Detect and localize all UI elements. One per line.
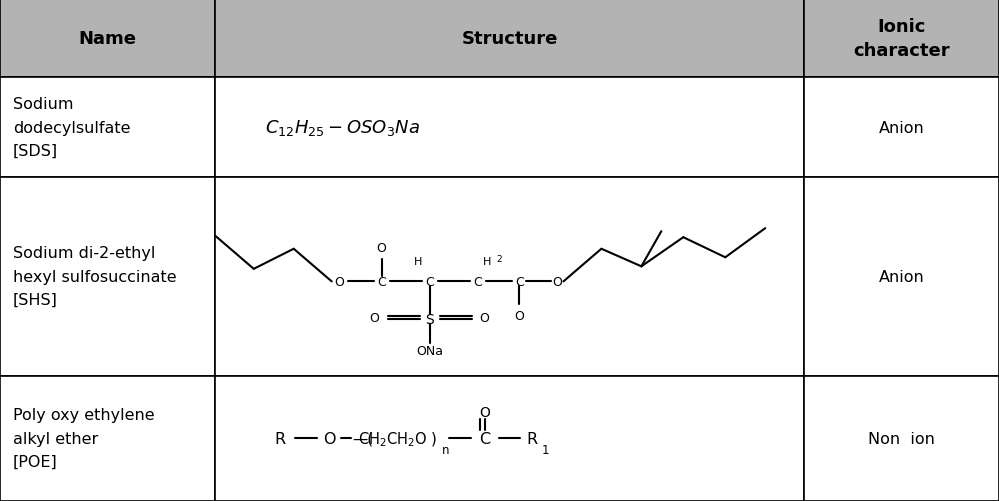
Bar (215, 376, 804, 501)
Bar (0, 0, 215, 78)
Bar (215, 78, 804, 178)
Text: O: O (377, 242, 387, 255)
Text: 2: 2 (497, 255, 502, 263)
Text: Sodium
dodecylsulfate
[SDS]: Sodium dodecylsulfate [SDS] (13, 97, 131, 159)
Text: 1: 1 (541, 443, 549, 456)
Text: Anion: Anion (879, 120, 924, 135)
Text: Structure: Structure (462, 30, 557, 48)
Text: O: O (552, 276, 562, 288)
Bar (0, 78, 215, 178)
Text: C: C (378, 276, 386, 288)
Bar (215, 178, 804, 376)
Text: Sodium di-2-ethyl
hexyl sulfosuccinate
[SHS]: Sodium di-2-ethyl hexyl sulfosuccinate [… (13, 246, 177, 308)
Text: $\mathit{C}_{12}\mathit{H}_{25}-\mathit{OSO}_{3}\mathit{Na}$: $\mathit{C}_{12}\mathit{H}_{25}-\mathit{… (265, 118, 420, 138)
Text: O: O (335, 276, 345, 288)
Bar (0, 178, 215, 376)
Text: Poly oxy ethylene
alkyl ether
[POE]: Poly oxy ethylene alkyl ether [POE] (13, 407, 155, 469)
Text: —(: —( (353, 431, 374, 446)
Text: C: C (426, 276, 434, 288)
Text: O: O (480, 405, 490, 419)
Text: CH$_2$CH$_2$O: CH$_2$CH$_2$O (358, 429, 428, 448)
Text: S: S (426, 313, 434, 326)
Text: O: O (514, 309, 524, 322)
Bar (215, 0, 804, 78)
Text: Name: Name (78, 30, 137, 48)
Text: ONa: ONa (416, 345, 444, 357)
Text: Anion: Anion (879, 270, 924, 284)
Text: O: O (323, 431, 336, 446)
Bar (804, 376, 999, 501)
Text: H: H (414, 257, 422, 267)
Text: ): ) (431, 431, 437, 446)
Text: n: n (442, 443, 450, 456)
Text: O: O (480, 312, 490, 324)
Bar (804, 178, 999, 376)
Text: O: O (370, 312, 380, 324)
Text: C: C (515, 276, 523, 288)
Text: H: H (484, 257, 492, 267)
Text: C: C (479, 431, 491, 446)
Text: R: R (526, 431, 537, 446)
Text: Ionic
character: Ionic character (853, 18, 950, 60)
Bar (0, 376, 215, 501)
Bar (804, 78, 999, 178)
Bar (804, 0, 999, 78)
Text: Non  ion: Non ion (868, 431, 935, 446)
Text: C: C (474, 276, 482, 288)
Text: R: R (275, 431, 286, 446)
